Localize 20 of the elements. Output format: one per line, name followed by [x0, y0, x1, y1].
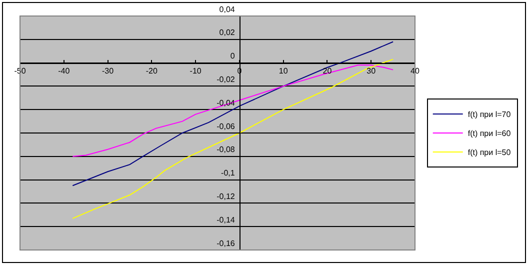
y-tick-label: 0,02	[219, 28, 236, 38]
y-tick-label: -0,08	[216, 145, 236, 154]
y-tick-label: 0,04	[219, 4, 236, 14]
x-tick-label: -40	[58, 66, 70, 76]
legend-label: f(t) при l=50	[468, 148, 512, 158]
y-tick-label: -0,02	[216, 75, 236, 84]
y-tick-label: -0,12	[216, 192, 236, 201]
x-tick-label: 40	[410, 66, 420, 76]
y-tick-label: -0,06	[216, 122, 236, 131]
legend-label: f(t) при l=70	[468, 110, 512, 120]
y-tick-label: -0,1	[221, 168, 236, 178]
x-tick-label: -30	[102, 66, 114, 76]
x-tick-label: 30	[366, 66, 376, 76]
legend-label: f(t) при l=60	[468, 129, 512, 138]
y-tick-label: 0	[230, 52, 236, 61]
x-tick-label: 10	[278, 66, 288, 76]
y-tick-label: -0,16	[216, 238, 236, 248]
x-tick-label: -10	[190, 66, 202, 76]
x-tick-label: -20	[146, 66, 158, 76]
y-tick-label: -0,14	[216, 215, 236, 224]
